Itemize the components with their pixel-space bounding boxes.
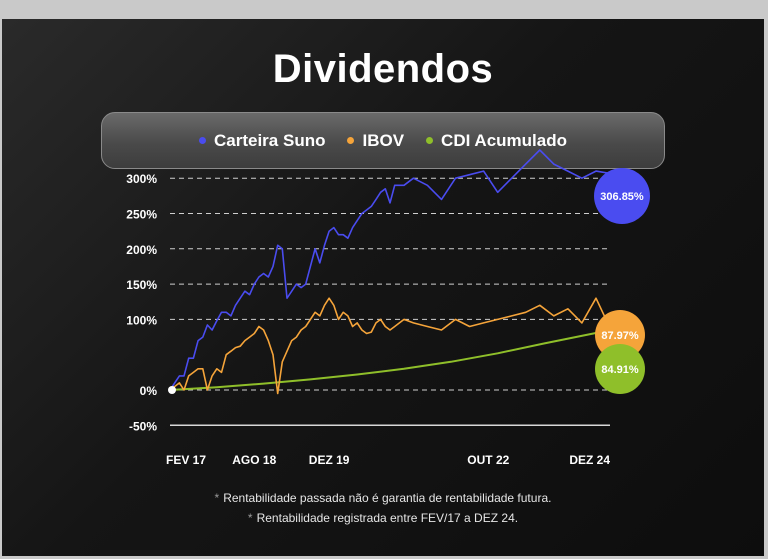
chart-card: Dividendos Carteira Suno IBOV CDI Acumul… (2, 19, 764, 556)
x-tick-label: DEZ 24 (569, 453, 610, 467)
x-tick-label: DEZ 19 (309, 453, 350, 467)
legend-label-suno: Carteira Suno (214, 130, 326, 150)
y-tick-label: 250% (126, 208, 157, 222)
legend-label-cdi: CDI Acumulado (441, 130, 567, 150)
end-badge-suno-label: 306.85% (600, 191, 644, 203)
legend-label-ibov: IBOV (362, 130, 405, 150)
page-title: Dividendos (272, 47, 494, 91)
x-tick-label: FEV 17 (166, 453, 206, 467)
chart-legend: Carteira Suno IBOV CDI Acumulado (101, 112, 665, 169)
series-line-ibov (169, 297, 611, 395)
footnote-2: * Rentabilidade registrada entre FEV/17 a… (2, 511, 764, 525)
y-tick-label: -50% (129, 419, 157, 433)
legend-item-ibov: IBOV (347, 131, 404, 151)
end-badge-ibov-label: 87.97% (601, 330, 639, 342)
x-tick-label: AGO 18 (232, 453, 276, 467)
footnote-text-2: Rentabilidade registrada entre FEV/17 a … (256, 511, 519, 525)
series-line-cdi (169, 329, 611, 391)
footnote-marker: * (247, 511, 253, 525)
footnote-marker: * (214, 491, 220, 505)
line-chart: 300% 250% 200% 150% 100% 0% -50% FEV 17 AGO 18 DE… (126, 149, 650, 467)
legend-dot-ibov (347, 137, 355, 144)
legend-dot-suno (199, 137, 206, 144)
legend-dot-cdi (426, 137, 434, 144)
y-tick-label: 100% (126, 313, 157, 327)
x-tick-label: OUT 22 (467, 453, 509, 467)
end-badge-cdi-label: 84.91% (601, 364, 639, 376)
end-badge-cdi (595, 344, 645, 394)
y-tick-label: 0% (140, 384, 158, 398)
series-line-suno (169, 149, 611, 391)
origin-marker (168, 386, 176, 394)
y-tick-label: 150% (126, 278, 157, 292)
end-badge-suno (594, 168, 650, 224)
y-tick-label: 200% (126, 243, 157, 257)
footnote-text-1: Rentabilidade passada não é garantia de … (223, 491, 552, 505)
y-tick-label: 300% (126, 172, 157, 186)
footnote-1: * Rentabilidade passada não é garantia de… (2, 491, 764, 505)
legend-item-suno: Carteira Suno (199, 131, 325, 151)
legend-item-cdi: CDI Acumulado (426, 131, 567, 151)
